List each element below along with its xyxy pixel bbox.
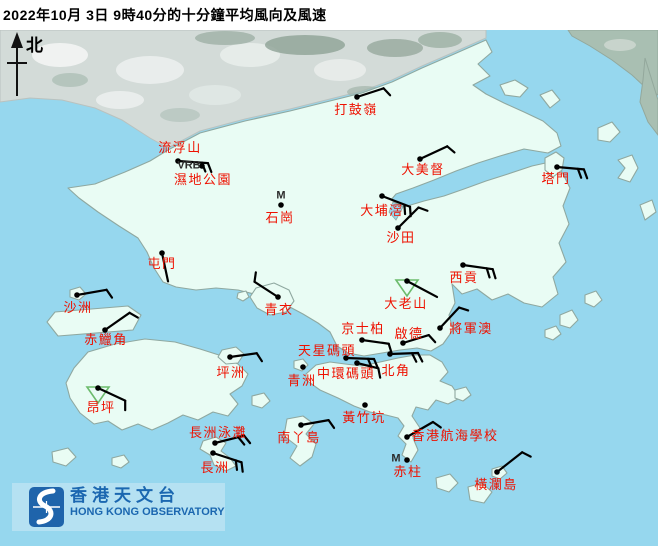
jin-island [544, 325, 562, 341]
sai-kung-wind-barb [461, 263, 497, 280]
cheung-chau-station-dot [210, 450, 216, 456]
cheung-chau-wind-barb [211, 451, 244, 473]
central-pier-station-dot [354, 360, 360, 366]
hk-sea-school-wind-barb [405, 420, 442, 439]
hko-name-english: HONG KONG OBSERVATORY [70, 506, 225, 518]
waglan-island-station-dot [494, 469, 500, 475]
lantau-island [65, 338, 249, 431]
beaufort-island [435, 473, 459, 493]
tuen-mun-station-dot [159, 250, 165, 256]
shelter-island [584, 290, 603, 308]
ta-kwu-ling-wind-barb [355, 87, 392, 99]
tseung-kwan-o-wind-barb [438, 306, 470, 330]
hk-land [46, 39, 657, 504]
sai-kung-station-dot [460, 262, 466, 268]
tai-mei-tuk-wind-barb [418, 145, 456, 161]
sha-tin-wind-barb [396, 206, 429, 230]
double-haven-island-1 [499, 79, 529, 98]
north-point-station-dot [387, 351, 393, 357]
ta-kwu-ling-station-dot [354, 94, 360, 100]
hko-logo-banner: 香港天文台 HONG KONG OBSERVATORY [12, 483, 225, 531]
tap-mun-wind-barb [555, 165, 589, 180]
north-arrow-label: 北 [26, 36, 43, 55]
north-arrow [7, 32, 27, 96]
soko-islands [111, 454, 130, 469]
kai-tak-station-dot [400, 340, 406, 346]
hong-kong-map [0, 30, 658, 546]
mirs-bay-outside-land [567, 30, 658, 136]
peng-chau-wind-barb [228, 352, 264, 363]
new-territories-landmass [67, 39, 571, 357]
kau-sai-chau [559, 309, 579, 329]
station-layer [74, 87, 589, 475]
lau-fau-shan-station-dot [175, 158, 181, 164]
water-inlets [388, 201, 404, 221]
tai-po-kau-station-dot [379, 193, 385, 199]
cheung-chau-beach-wind-barb [213, 434, 252, 446]
tsing-yi-station-dot [275, 294, 281, 300]
peng-chau-station-dot [227, 354, 233, 360]
tuen-mun-wind-barb [160, 251, 170, 283]
green-island-station-dot [300, 364, 306, 370]
ma-wan-island [236, 290, 250, 302]
tates-cairn-wind-barb [405, 279, 439, 299]
lamma-island-shape [283, 415, 317, 467]
wong-chuk-hang-station-dot [362, 402, 368, 408]
page-title: 2022年10月 3日 9時40分的十分鐘平均風向及風速 [3, 7, 327, 23]
ping-chau-island [639, 199, 657, 221]
tap-mun-island [544, 151, 565, 178]
wetland-park-station-dot [199, 163, 205, 169]
po-toi-island [467, 482, 493, 504]
hong-kong-island [305, 354, 461, 463]
crooked-island [597, 121, 621, 143]
hko-swirl-icon [33, 488, 60, 525]
tseung-kwan-o-station-dot [437, 325, 443, 331]
tates-cairn-station-dot [404, 278, 410, 284]
shing-mun-river-inlet [388, 201, 404, 221]
chek-lap-kok-wind-barb [103, 311, 139, 332]
tai-mei-tuk-station-dot [417, 156, 423, 162]
cheung-chau-beach-station-dot [212, 440, 218, 446]
lamma-island-wind-barb [299, 419, 336, 430]
kings-park-station-dot [359, 337, 365, 343]
waglan-island-wind-barb [495, 451, 532, 474]
kai-tak-wind-barb [401, 334, 437, 345]
ngong-ping-station-dot [95, 385, 101, 391]
hko-name-chinese: 香港天文台 [70, 486, 180, 505]
sha-chau-wind-barb [75, 288, 114, 299]
ngong-ping-wind-barb [96, 386, 127, 412]
hk-sea-school-station-dot [404, 434, 410, 440]
central-pier-wind-barb [355, 361, 382, 379]
double-haven-island-2 [539, 89, 561, 109]
crescent-island [617, 154, 639, 183]
tap-mun-station-dot [554, 164, 560, 170]
shenzhen-urban-area [0, 30, 487, 149]
tung-lung-chau [454, 386, 472, 402]
hei-ling-chau-island [251, 392, 271, 409]
shek-kong-station-dot [278, 202, 284, 208]
stanley-station-dot [404, 457, 410, 463]
shek-kwu-chau [51, 447, 77, 467]
star-ferry-station-dot [343, 355, 349, 361]
sha-chau-station-dot [74, 292, 80, 298]
sha-tin-station-dot [395, 225, 401, 231]
hko-logo-icon [29, 487, 64, 527]
hko-logo-text: 香港天文台 HONG KONG OBSERVATORY [70, 486, 225, 519]
north-point-wind-barb [388, 351, 424, 363]
chek-lap-kok-station-dot [102, 327, 108, 333]
tsing-yi-wind-barb [253, 271, 280, 299]
chek-lap-kok-airport [46, 305, 142, 337]
tsing-yi-island [249, 282, 295, 316]
lamma-island-station-dot [298, 422, 304, 428]
kings-park-wind-barb [360, 338, 393, 354]
